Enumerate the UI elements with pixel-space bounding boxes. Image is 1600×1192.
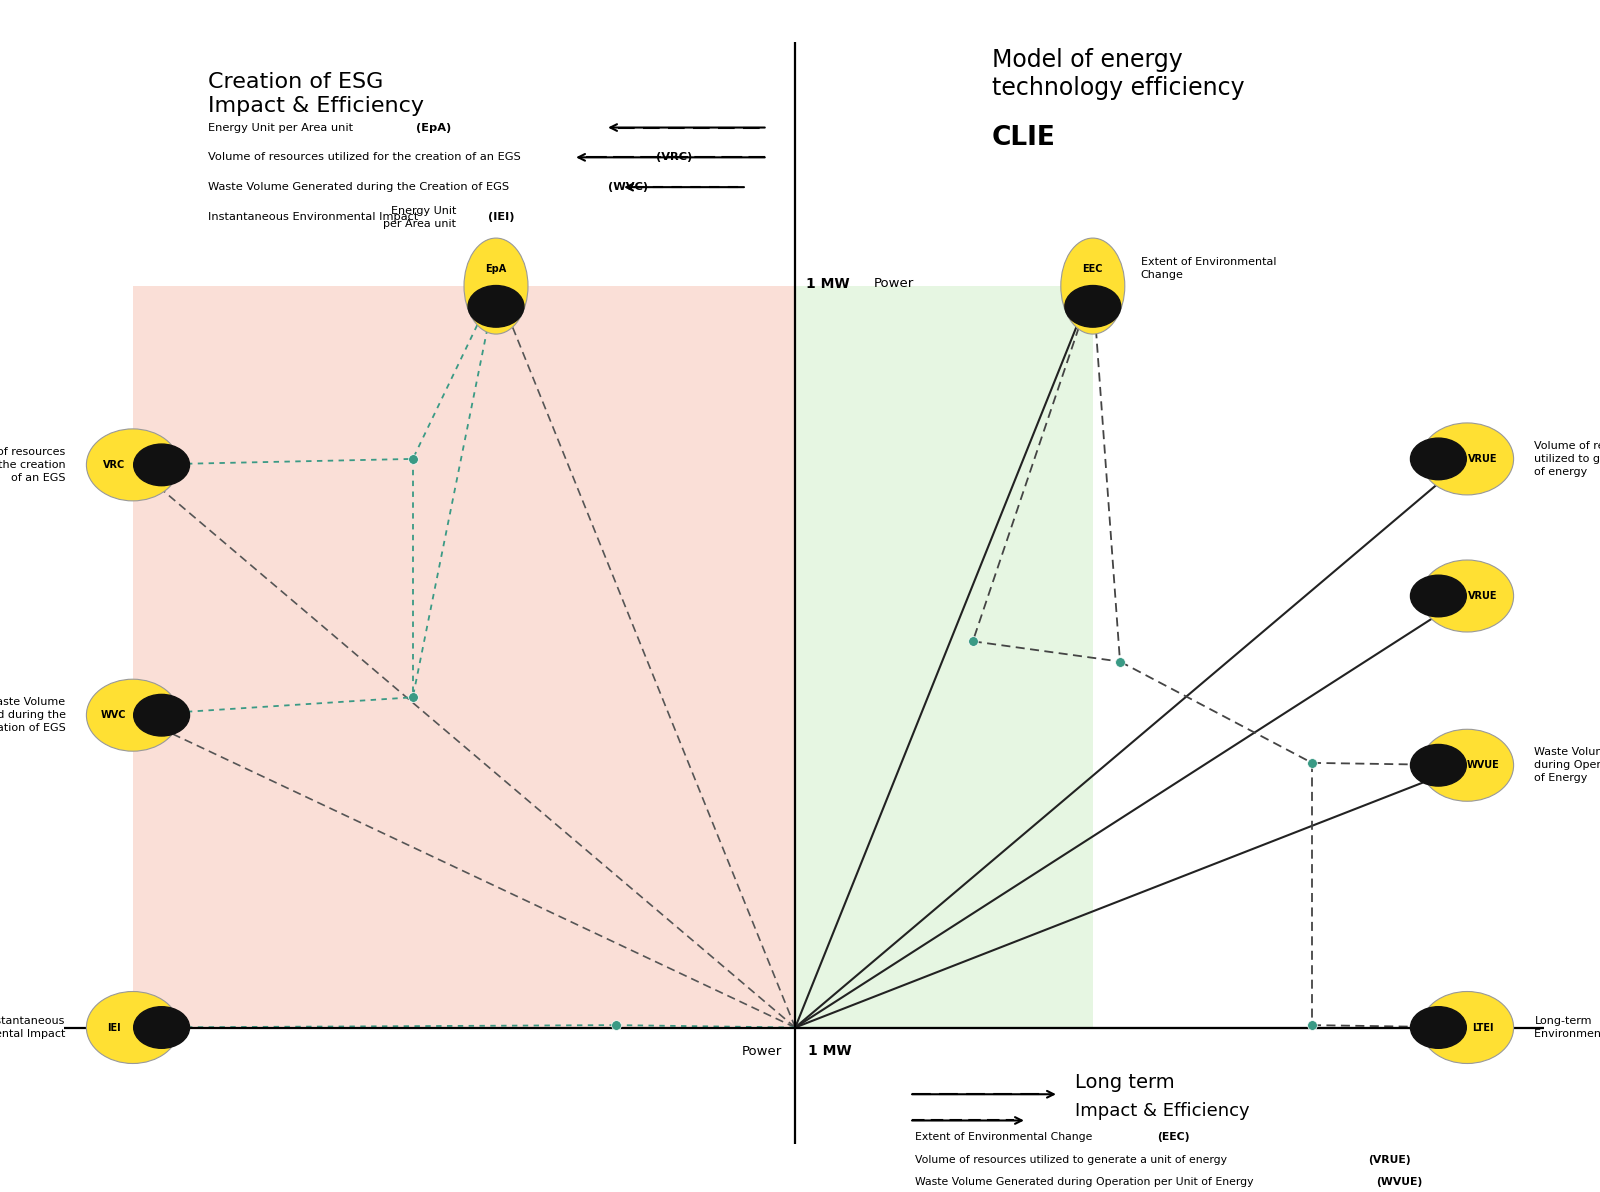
Text: (IEI): (IEI) bbox=[488, 212, 515, 222]
Text: (VRC): (VRC) bbox=[656, 153, 693, 162]
Text: Model of energy
technology efficiency: Model of energy technology efficiency bbox=[992, 48, 1245, 100]
Text: Instantaneous Environmental Impact: Instantaneous Environmental Impact bbox=[208, 212, 422, 222]
Ellipse shape bbox=[1421, 730, 1514, 801]
Circle shape bbox=[1411, 1007, 1466, 1048]
Text: WVC: WVC bbox=[101, 710, 126, 720]
Circle shape bbox=[1411, 576, 1466, 616]
Text: WVUE: WVUE bbox=[1467, 760, 1499, 770]
Text: Creation of ESG
Impact & Efficiency: Creation of ESG Impact & Efficiency bbox=[208, 72, 424, 117]
Text: Extent of Environmental
Change: Extent of Environmental Change bbox=[1141, 256, 1277, 280]
Text: 1 MW: 1 MW bbox=[808, 1044, 851, 1058]
Text: (EpA): (EpA) bbox=[416, 123, 451, 132]
Text: (VRUE): (VRUE) bbox=[1368, 1155, 1411, 1165]
Bar bbox=[133, 286, 795, 1028]
Ellipse shape bbox=[1061, 238, 1125, 334]
Text: Power: Power bbox=[874, 278, 914, 290]
Text: EEC: EEC bbox=[1083, 265, 1102, 274]
Text: Volume of resources utilized for the creation of an EGS: Volume of resources utilized for the cre… bbox=[208, 153, 525, 162]
Ellipse shape bbox=[86, 992, 179, 1063]
Text: Energy Unit per Area unit: Energy Unit per Area unit bbox=[208, 123, 357, 132]
Bar bbox=[795, 286, 1093, 1028]
Text: VRC: VRC bbox=[102, 460, 125, 470]
Circle shape bbox=[469, 286, 523, 327]
Ellipse shape bbox=[464, 238, 528, 334]
Text: Power: Power bbox=[742, 1045, 782, 1057]
Ellipse shape bbox=[1421, 992, 1514, 1063]
Text: Volume of resources
utilized for the creation
of an EGS: Volume of resources utilized for the cre… bbox=[0, 447, 66, 483]
Text: Volume of resources
utilized to generate a unit
of energy: Volume of resources utilized to generate… bbox=[1534, 441, 1600, 477]
Text: (EEC): (EEC) bbox=[1157, 1132, 1190, 1142]
Ellipse shape bbox=[86, 679, 179, 751]
Text: Instantaneous
Environmental Impact: Instantaneous Environmental Impact bbox=[0, 1016, 66, 1039]
Text: Waste Volume Generated during Operation per Unit of Energy: Waste Volume Generated during Operation … bbox=[915, 1178, 1258, 1187]
Text: VRUE: VRUE bbox=[1469, 591, 1498, 601]
Text: 1 MW: 1 MW bbox=[806, 277, 850, 291]
Circle shape bbox=[134, 695, 189, 735]
Text: IEI: IEI bbox=[107, 1023, 120, 1032]
Circle shape bbox=[1411, 745, 1466, 786]
Text: Waste Volume Generated during the Creation of EGS: Waste Volume Generated during the Creati… bbox=[208, 182, 512, 192]
Text: LTEI: LTEI bbox=[1472, 1023, 1494, 1032]
Text: Energy Unit
per Area unit: Energy Unit per Area unit bbox=[382, 206, 456, 229]
Circle shape bbox=[134, 1007, 189, 1048]
Ellipse shape bbox=[86, 429, 179, 501]
Text: Waste Volume Generated
during Operation per Unit
of Energy: Waste Volume Generated during Operation … bbox=[1534, 747, 1600, 783]
Text: Volume of resources utilized to generate a unit of energy: Volume of resources utilized to generate… bbox=[915, 1155, 1230, 1165]
Ellipse shape bbox=[1421, 423, 1514, 495]
Circle shape bbox=[134, 445, 189, 485]
Ellipse shape bbox=[1421, 560, 1514, 632]
Circle shape bbox=[1066, 286, 1120, 327]
Text: Long term: Long term bbox=[1075, 1073, 1174, 1092]
Text: (WVC): (WVC) bbox=[608, 182, 648, 192]
Text: Extent of Environmental Change: Extent of Environmental Change bbox=[915, 1132, 1096, 1142]
Text: VRUE: VRUE bbox=[1469, 454, 1498, 464]
Text: (WVUE): (WVUE) bbox=[1376, 1178, 1422, 1187]
Text: Waste Volume
Generated during the
Creation of EGS: Waste Volume Generated during the Creati… bbox=[0, 697, 66, 733]
Circle shape bbox=[1411, 439, 1466, 479]
Text: EpA: EpA bbox=[485, 265, 507, 274]
Text: CLIE: CLIE bbox=[992, 125, 1056, 151]
Text: Impact & Efficiency: Impact & Efficiency bbox=[1075, 1101, 1250, 1120]
Text: Long-term
Environmental Impact: Long-term Environmental Impact bbox=[1534, 1016, 1600, 1039]
